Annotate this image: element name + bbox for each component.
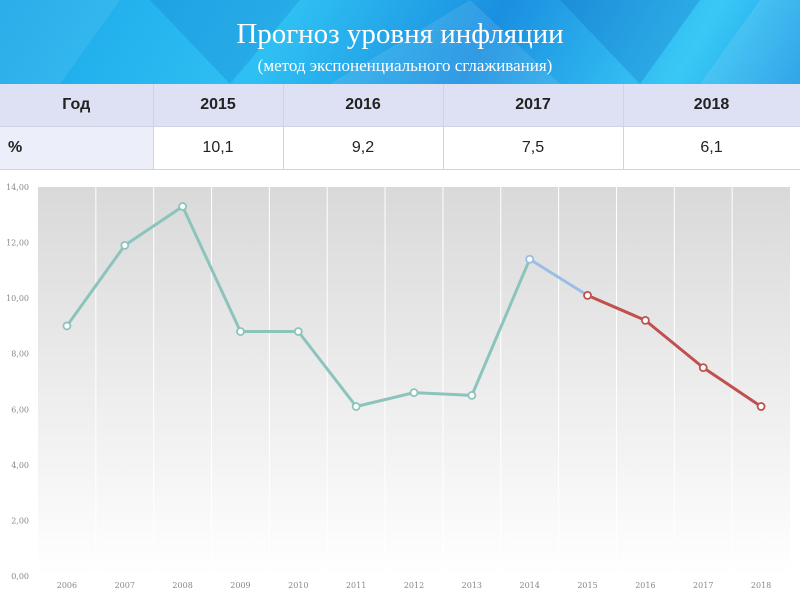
inflation-chart: 0,00 2,00 4,00 6,00 8,00 10,00 12,00 14,00 2006… — [6, 183, 790, 590]
x-tick-label: 2008 — [172, 581, 192, 590]
table-header-cell: 2017 — [443, 84, 624, 127]
table-cell: 7,5 — [443, 126, 624, 170]
table-cell: 10,1 — [153, 126, 284, 170]
y-tick-label: 12,00 — [6, 239, 29, 248]
x-tick-label: 2015 — [577, 581, 597, 590]
y-tick-label: 10,00 — [6, 294, 29, 303]
x-tick-label: 2010 — [288, 581, 308, 590]
series-line — [586, 293, 762, 408]
x-tick-label: 2013 — [462, 581, 482, 590]
table-header-cell: 2018 — [623, 84, 800, 127]
x-tick-label: 2007 — [115, 581, 135, 590]
x-tick-label: 2012 — [404, 581, 424, 590]
x-tick-label: 2006 — [57, 581, 77, 590]
data-point — [640, 315, 650, 325]
page-subtitle: (метод экспоненциального сглаживания) — [257, 56, 553, 75]
table-row: % 10,1 9,2 7,5 6,1 — [0, 126, 800, 170]
table-header-cell: 2015 — [153, 84, 284, 127]
y-tick-label: 2,00 — [11, 516, 29, 525]
page-title: Прогноз уровня инфляции — [236, 18, 564, 50]
x-tick-label: 2017 — [693, 581, 713, 590]
series-line — [528, 257, 589, 297]
y-tick-label: 8,00 — [11, 350, 29, 359]
banner-pattern — [0, 0, 800, 84]
grid-lines — [95, 187, 733, 576]
y-tick-label: 14,00 — [6, 183, 29, 192]
data-point — [698, 363, 708, 373]
data-point — [293, 327, 303, 336]
x-tick-label: 2014 — [520, 581, 540, 590]
table-row-label: % — [0, 126, 154, 170]
header-banner: Прогноз уровня инфляции (метод экспоненц… — [0, 0, 800, 84]
table-header-cell: 2016 — [283, 84, 444, 127]
y-tick-label: 4,00 — [11, 461, 29, 470]
data-point — [62, 321, 72, 331]
data-point — [351, 402, 361, 411]
forecast-table: Год 2015 2016 2017 2018 % 10,1 9,2 7,5 6… — [0, 84, 800, 170]
table-cell: 6,1 — [623, 126, 800, 170]
plot-area — [38, 187, 790, 576]
table-cell: 9,2 — [283, 126, 444, 170]
x-tick-label: 2011 — [346, 581, 366, 590]
data-point — [120, 240, 130, 250]
y-tick-label: 6,00 — [11, 405, 29, 414]
series-points — [62, 202, 766, 411]
y-axis: 0,00 2,00 4,00 6,00 8,00 10,00 12,00 14,00 — [6, 183, 29, 581]
data-point — [178, 202, 188, 211]
data-point — [409, 388, 419, 398]
table-header-row: Год 2015 2016 2017 2018 — [0, 84, 800, 127]
table-header-cell: Год — [0, 84, 154, 127]
data-point — [467, 390, 477, 400]
y-tick-label: 0,00 — [11, 572, 29, 581]
x-tick-label: 2009 — [230, 581, 250, 590]
data-point — [525, 254, 535, 264]
data-point — [756, 402, 766, 411]
data-point — [236, 327, 245, 336]
x-tick-label: 2016 — [635, 581, 655, 590]
x-tick-label: 2018 — [751, 581, 771, 590]
data-point — [583, 290, 592, 300]
x-axis: 2006 2007 2008 2009 2010 2011 2012 2013 2014 2015… — [57, 581, 772, 590]
